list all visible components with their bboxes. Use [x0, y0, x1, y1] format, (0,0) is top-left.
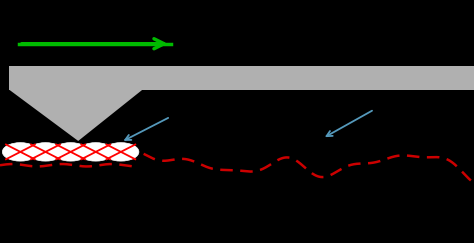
Circle shape	[78, 143, 114, 161]
Circle shape	[2, 143, 38, 161]
Circle shape	[27, 143, 64, 161]
Circle shape	[53, 143, 89, 161]
Polygon shape	[9, 90, 142, 141]
Circle shape	[103, 143, 139, 161]
Bar	[9, 66, 474, 90]
